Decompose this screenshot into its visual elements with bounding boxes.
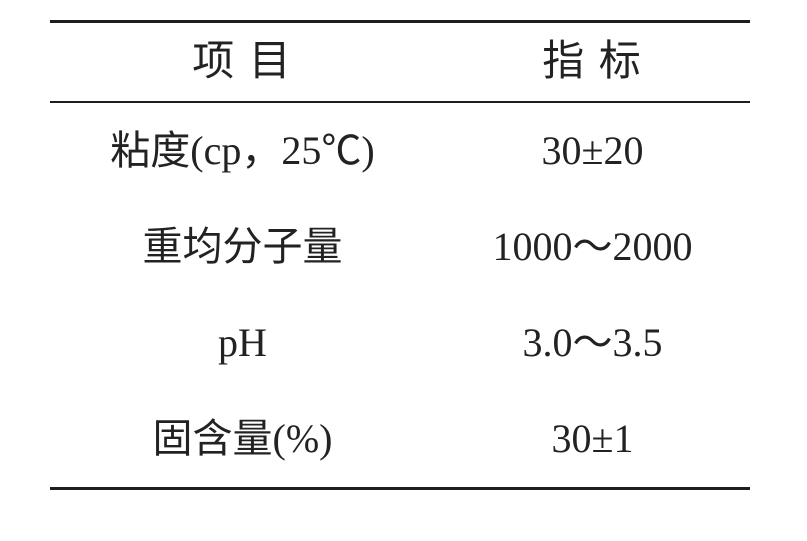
column-header-spec: 指 标	[435, 22, 750, 103]
table-row: 粘度(cp，25℃) 30±20	[50, 102, 750, 199]
row-value: 30±20	[435, 102, 750, 199]
table-row: pH 3.0～3.5	[50, 295, 750, 391]
row-value: 1000～2000	[435, 199, 750, 295]
spec-table: 项 目 指 标 粘度(cp，25℃) 30±20 重均分子量 1000～2000…	[50, 20, 750, 490]
row-value: 3.0～3.5	[435, 295, 750, 391]
column-header-item: 项 目	[50, 22, 435, 103]
row-label: 粘度(cp，25℃)	[50, 102, 435, 199]
row-value: 30±1	[435, 391, 750, 489]
table-row: 重均分子量 1000～2000	[50, 199, 750, 295]
page-root: 项 目 指 标 粘度(cp，25℃) 30±20 重均分子量 1000～2000…	[0, 0, 807, 541]
table-header-row: 项 目 指 标	[50, 22, 750, 103]
row-label: 固含量(%)	[50, 391, 435, 489]
table-row: 固含量(%) 30±1	[50, 391, 750, 489]
row-label: 重均分子量	[50, 199, 435, 295]
row-label: pH	[50, 295, 435, 391]
